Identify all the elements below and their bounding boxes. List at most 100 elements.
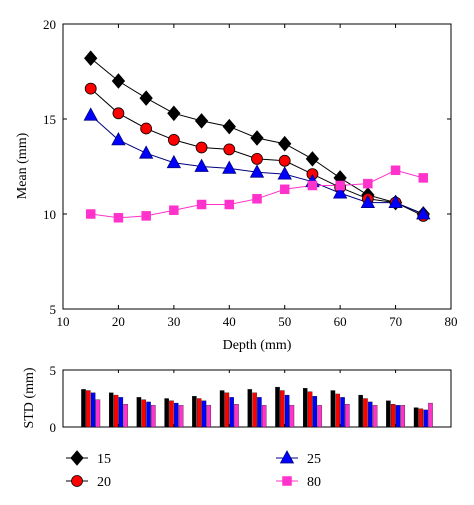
- std-chart: 05 STD (mm): [22, 363, 452, 435]
- std-bar-80: [234, 404, 239, 428]
- std-bar-25: [395, 405, 401, 428]
- legend-marker: [71, 475, 83, 487]
- std-bar-20: [169, 400, 174, 428]
- mean-series-group: [83, 50, 431, 223]
- std-bar-15: [81, 389, 86, 428]
- data-point-20: [278, 154, 291, 167]
- std-bar-20: [113, 394, 119, 428]
- mean-y-axis-label: Mean (mm): [15, 132, 30, 199]
- std-bar-25: [118, 397, 124, 428]
- std-bar-15: [413, 407, 419, 428]
- std-bar-15: [330, 390, 336, 428]
- mean-x-tick-label: 40: [223, 314, 236, 329]
- data-point-20: [223, 143, 236, 156]
- data-point-25: [222, 160, 237, 174]
- std-bar-15: [219, 390, 225, 428]
- mean-x-tick-label: 30: [167, 314, 180, 329]
- data-point-80: [390, 165, 401, 176]
- data-point-25: [277, 166, 292, 180]
- std-bar-25: [368, 401, 373, 428]
- legend-marker: [279, 450, 295, 464]
- legend-item-20: 20: [66, 475, 111, 490]
- std-bar-20: [252, 392, 257, 428]
- std-y-tick-label: 5: [50, 363, 57, 378]
- std-bar-15: [275, 386, 280, 428]
- std-bar-25: [90, 392, 96, 428]
- data-point-25: [166, 154, 182, 169]
- std-bar-20: [86, 390, 91, 428]
- std-bar-80: [261, 405, 267, 428]
- std-bar-25: [146, 401, 151, 428]
- legend-marker: [70, 450, 84, 466]
- data-point-15: [305, 151, 320, 167]
- data-point-20: [195, 141, 208, 154]
- std-bar-25: [340, 397, 345, 428]
- data-point-80: [196, 199, 207, 210]
- data-point-15: [194, 113, 209, 129]
- std-bar-20: [390, 404, 396, 428]
- mean-y-tick-label: 20: [43, 17, 56, 32]
- std-bar-15: [302, 388, 308, 428]
- std-bar-20: [224, 392, 230, 428]
- mean-y-tick-label: 10: [43, 207, 56, 222]
- data-point-25: [194, 158, 209, 172]
- std-bar-20: [196, 398, 202, 428]
- std-bar-25: [229, 397, 234, 428]
- data-point-15: [222, 118, 236, 135]
- data-point-20: [251, 152, 263, 165]
- std-bar-20: [418, 408, 424, 428]
- mean-x-tick-label: 60: [334, 314, 347, 329]
- std-tick-group: 05: [50, 363, 452, 435]
- std-bar-15: [164, 398, 169, 428]
- legend-item-80: 80: [276, 475, 321, 490]
- data-point-80: [252, 194, 262, 204]
- std-bar-15: [192, 396, 197, 428]
- mean-x-tick-label: 50: [278, 314, 291, 329]
- data-point-15: [167, 105, 181, 122]
- data-point-15: [278, 135, 292, 152]
- std-bar-80: [289, 405, 295, 428]
- legend-item-25: 25: [276, 450, 321, 467]
- std-bar-80: [428, 402, 433, 428]
- std-bar-20: [363, 398, 368, 428]
- data-point-25: [111, 132, 126, 146]
- std-bar-80: [372, 405, 378, 428]
- mean-x-axis-label: Depth (mm): [223, 338, 292, 353]
- data-point-80: [169, 205, 179, 215]
- data-point-25: [416, 206, 431, 220]
- mean-x-tick-label: 10: [57, 314, 70, 329]
- data-point-80: [224, 199, 235, 210]
- std-bar-25: [284, 394, 290, 428]
- data-point-80: [141, 211, 151, 221]
- legend-label: 80: [307, 475, 321, 490]
- std-bar-25: [257, 397, 262, 428]
- data-point-80: [335, 180, 345, 191]
- std-bar-group: [81, 386, 433, 428]
- legend-label: 15: [97, 452, 111, 467]
- std-bar-15: [136, 397, 142, 428]
- data-point-80: [418, 173, 429, 183]
- std-bar-20: [307, 391, 313, 428]
- std-y-tick-label: 0: [50, 420, 57, 435]
- std-bar-80: [178, 405, 184, 428]
- std-bar-80: [151, 405, 156, 428]
- std-bar-80: [400, 405, 406, 428]
- std-bar-80: [95, 399, 101, 428]
- std-bar-20: [280, 390, 285, 428]
- std-bar-25: [201, 400, 207, 428]
- data-point-25: [138, 145, 154, 159]
- std-bar-80: [123, 404, 128, 428]
- std-bar-15: [247, 389, 253, 428]
- data-point-20: [112, 107, 125, 120]
- data-point-15: [84, 50, 98, 66]
- std-bar-25: [174, 402, 179, 428]
- mean-x-tick-label: 80: [445, 314, 458, 329]
- std-bar-20: [335, 393, 340, 428]
- data-point-20: [84, 82, 97, 95]
- std-y-axis-label: STD (mm): [22, 367, 37, 428]
- std-bar-80: [317, 405, 322, 428]
- mean-x-tick-label: 70: [389, 314, 402, 329]
- data-point-20: [167, 133, 180, 146]
